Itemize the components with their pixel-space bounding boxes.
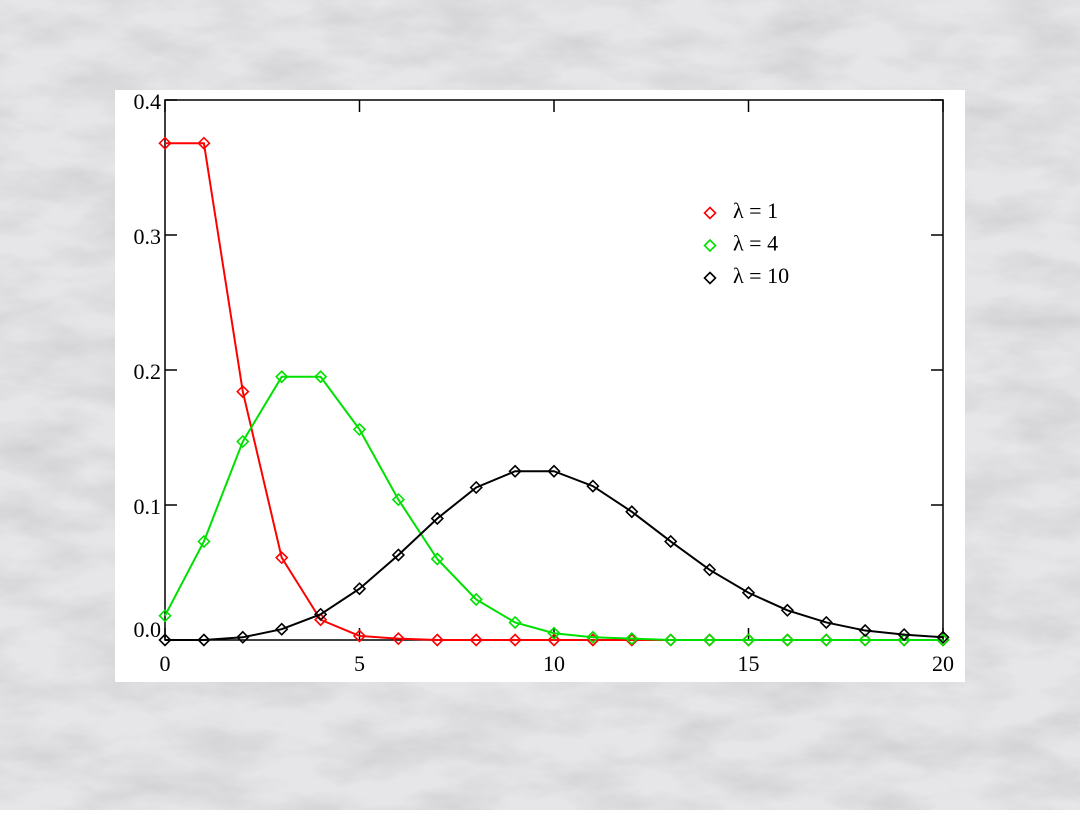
point-marker — [469, 633, 483, 647]
point-marker — [897, 633, 911, 647]
point-marker — [586, 630, 600, 644]
point-marker — [236, 384, 250, 399]
point-marker — [469, 592, 483, 607]
point-marker — [664, 534, 678, 549]
point-marker — [702, 563, 717, 577]
point-marker — [547, 633, 561, 647]
x-tick-label: 20 — [932, 651, 954, 676]
point-marker — [858, 623, 872, 638]
point-marker — [819, 633, 833, 647]
y-tick-label: 0.4 — [134, 89, 162, 114]
legend-marker — [703, 271, 717, 285]
point-marker — [313, 607, 328, 621]
point-marker — [430, 633, 444, 647]
point-marker — [158, 136, 172, 150]
legend-marker — [703, 238, 717, 253]
y-tick-label: 0.3 — [134, 224, 162, 249]
legend-label: λ = 10 — [733, 263, 789, 288]
point-marker — [586, 479, 600, 493]
point-marker — [158, 609, 172, 623]
point-marker — [664, 633, 678, 647]
point-marker — [313, 370, 328, 384]
point-marker — [275, 370, 289, 384]
point-marker — [702, 633, 717, 647]
legend-label: λ = 1 — [733, 198, 778, 223]
point-marker — [197, 633, 211, 647]
point-marker — [780, 633, 795, 647]
point-marker — [430, 552, 444, 566]
point-marker — [352, 582, 367, 596]
point-marker — [430, 511, 444, 526]
x-tick-label: 10 — [543, 651, 565, 676]
point-marker — [741, 586, 756, 600]
point-marker — [508, 615, 522, 630]
x-tick-label: 15 — [738, 651, 760, 676]
point-marker — [625, 632, 639, 646]
point-marker — [313, 613, 328, 627]
point-marker — [275, 622, 289, 636]
point-marker — [508, 464, 522, 478]
point-marker — [197, 534, 211, 549]
point-marker — [547, 626, 561, 640]
x-tick-label: 5 — [354, 651, 365, 676]
series-line — [165, 470, 944, 641]
point-marker — [391, 548, 406, 562]
point-marker — [819, 615, 833, 630]
y-tick-label: 0.1 — [134, 494, 162, 519]
point-marker — [236, 434, 250, 449]
point-marker — [391, 492, 406, 507]
point-marker — [547, 464, 561, 478]
legend-label: λ = 4 — [733, 231, 778, 256]
point-marker — [352, 422, 367, 437]
legend-marker — [703, 206, 717, 220]
point-marker — [936, 630, 950, 644]
plot-panel — [115, 90, 965, 682]
plot-area: 0 5 10 15 20 0.0 0.1 0.2 0.3 0.4 λ = 1 λ = 4 λ = 10 — [134, 89, 955, 676]
y-tick-label: 0.2 — [134, 359, 162, 384]
point-marker — [897, 627, 911, 642]
x-tick-label: 0 — [160, 651, 171, 676]
series-line — [164, 375, 943, 641]
point-marker — [391, 632, 406, 646]
point-marker — [508, 633, 522, 647]
point-marker — [236, 630, 250, 644]
point-marker — [741, 633, 756, 647]
point-marker — [469, 480, 483, 495]
point-marker — [352, 629, 367, 643]
point-marker — [858, 633, 872, 647]
point-marker — [197, 136, 211, 150]
point-marker — [275, 551, 289, 565]
point-marker — [158, 633, 172, 647]
point-marker — [625, 505, 639, 519]
y-tick-label: 0.0 — [134, 617, 162, 642]
point-marker — [780, 603, 795, 617]
